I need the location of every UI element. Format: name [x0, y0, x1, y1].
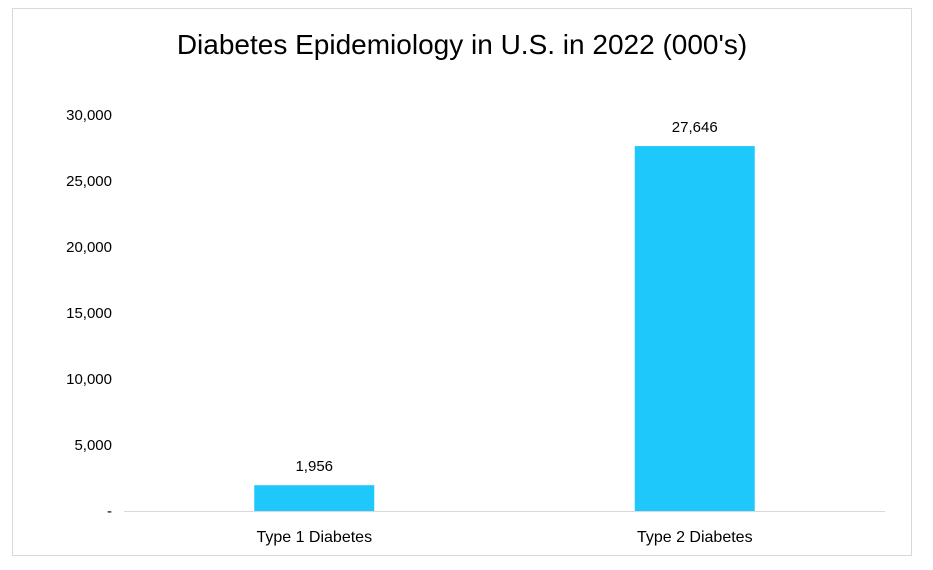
chart-frame: Diabetes Epidemiology in U.S. in 2022 (0… — [12, 8, 912, 556]
chart-title: Diabetes Epidemiology in U.S. in 2022 (0… — [176, 29, 748, 60]
data-label: 1,956 — [295, 458, 333, 475]
x-category-label: Type 1 Diabetes — [256, 529, 372, 546]
y-tick-label: - — [107, 503, 112, 520]
y-tick-label: 30,000 — [66, 107, 112, 124]
y-tick-label: 10,000 — [66, 371, 112, 388]
x-axis-categories: Type 1 Diabetes Type 2 Diabetes — [256, 529, 752, 546]
data-label: 27,646 — [672, 119, 718, 136]
y-tick-label: 25,000 — [66, 173, 112, 190]
x-category-label: Type 2 Diabetes — [637, 529, 753, 546]
y-tick-label: 20,000 — [66, 239, 112, 256]
bars: 1,956 27,646 — [254, 119, 755, 511]
bar — [634, 146, 755, 511]
y-axis-ticks: - 5,000 10,000 15,000 20,000 25,000 30,000 — [66, 107, 112, 520]
bar — [254, 485, 375, 511]
y-tick-label: 5,000 — [74, 437, 112, 454]
y-tick-label: 15,000 — [66, 305, 112, 322]
